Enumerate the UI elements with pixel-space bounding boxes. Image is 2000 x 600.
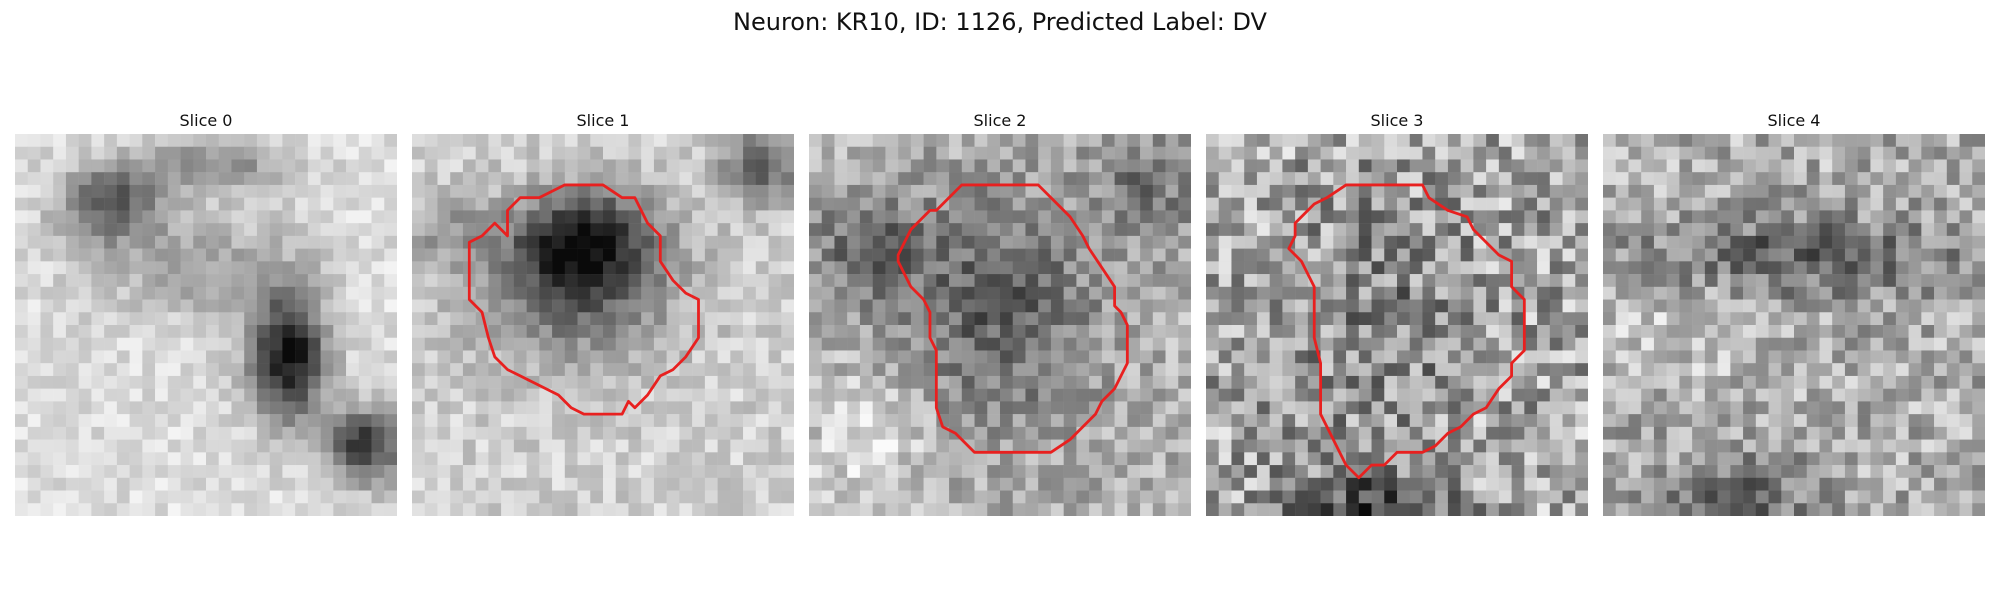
slice-image-3 <box>1206 134 1588 516</box>
roi-contour-2 <box>896 183 1129 454</box>
slice-title-0: Slice 0 <box>179 111 233 130</box>
slice-title-3: Slice 3 <box>1370 111 1424 130</box>
slice-panel-0: Slice 0 <box>15 108 397 516</box>
figure-title: Neuron: KR10, ID: 1126, Predicted Label:… <box>733 8 1267 36</box>
slice-panel-4: Slice 4 <box>1603 108 1985 516</box>
slice-image-0 <box>15 134 397 516</box>
slice-image-1 <box>412 134 794 516</box>
slice-title-4: Slice 4 <box>1767 111 1821 130</box>
slice-title-2: Slice 2 <box>973 111 1027 130</box>
roi-contour-3 <box>1287 183 1526 480</box>
slice-image-2 <box>809 134 1191 516</box>
slice-image-4 <box>1603 134 1985 516</box>
slice-panel-1: Slice 1 <box>412 108 794 516</box>
slice-title-1: Slice 1 <box>576 111 630 130</box>
slice-panel-2: Slice 2 <box>809 108 1191 516</box>
slice-panel-3: Slice 3 <box>1206 108 1588 516</box>
roi-contour-1 <box>467 183 700 416</box>
